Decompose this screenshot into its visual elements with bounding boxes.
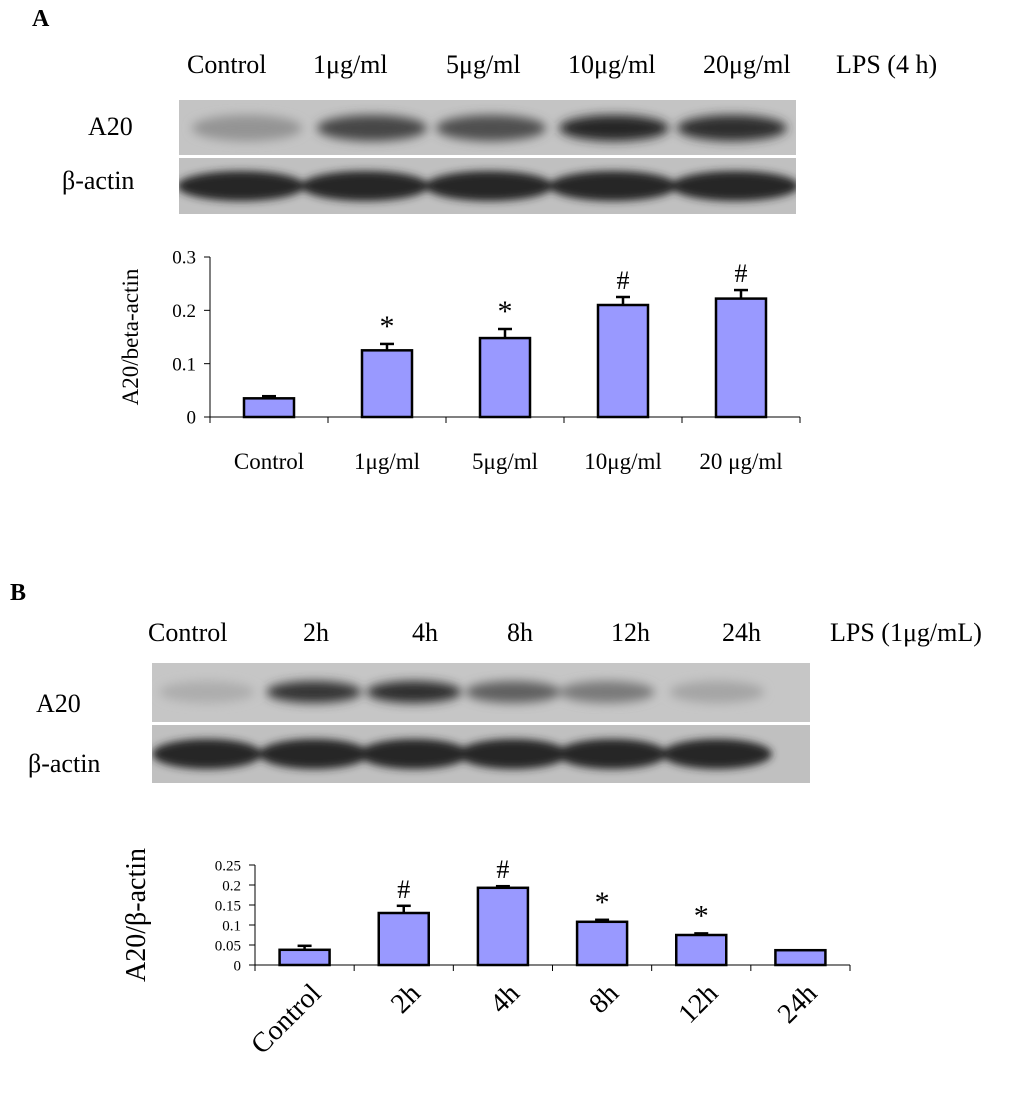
panel-a-lane-label-control: Control (187, 50, 267, 79)
panel-b-row-label-beta-actin: β-actin (28, 749, 101, 778)
panel-b-lane-label-4h: 4h (412, 618, 438, 647)
panel-b-lane-label-2h: 2h (303, 618, 329, 647)
chart-a-bar-3 (478, 336, 532, 419)
panel-a-a20-band-3 (436, 115, 546, 141)
chart-b-y-axis-label: A20/β-actin (121, 848, 152, 982)
panel-a-actin-band-1 (179, 171, 305, 201)
panel-b-actin-band-2 (259, 739, 369, 769)
chart-b-y-tick-label-3: 0.15 (215, 898, 241, 914)
panel-a-a20-band-2 (317, 115, 427, 141)
chart-a-category-label-4: 10μg/ml (584, 449, 662, 474)
chart-b-bar-3 (476, 886, 530, 967)
panel-a-lane-label-1ug: 1μg/ml (313, 50, 388, 79)
panel-b-a20-band-4 (465, 681, 561, 703)
chart-b-y-tick-label-2: 0.1 (222, 918, 241, 934)
chart-b-bar-2 (377, 911, 430, 967)
panel-a-blot-beta-actin-bands (179, 171, 796, 201)
chart-b-category-label-3: 4h (484, 978, 526, 1020)
panel-a-lane-label-10ug: 10μg/ml (568, 50, 656, 79)
chart-b-bar-1 (278, 948, 331, 967)
panel-a-lane-label-5ug: 5μg/ml (446, 50, 521, 79)
panel-b-treatment-label: LPS (1μg/mL) (830, 618, 982, 647)
chart-b-significance-4: * (595, 886, 610, 919)
chart-a-bar-2 (360, 349, 414, 419)
chart-a-category-label-3: 5μg/ml (472, 449, 538, 474)
panel-a-letter: A (32, 6, 50, 32)
chart-a-y-tick-label-3: 0.3 (172, 248, 196, 269)
panel-b-lane-label-24h: 24h (722, 618, 761, 647)
panel-b-actin-band-6 (662, 739, 772, 769)
chart-b-y-tick-label-0: 0 (234, 958, 242, 974)
panel-b-actin-band-5 (557, 739, 667, 769)
chart-b-category-label-1: Control (245, 978, 328, 1061)
panel-a-blot-beta-actin (179, 158, 796, 214)
chart-b-significance-5: * (694, 899, 709, 932)
chart-a-y-axis-label: A20/beta-actin (118, 268, 143, 405)
panel-b-blot-beta-actin (152, 725, 810, 783)
chart-a-category-label-5: 20 μg/ml (699, 449, 782, 474)
chart-b-category-label-4: 8h (583, 978, 625, 1020)
panel-a-blot-a20 (179, 100, 796, 155)
panel-b-actin-band-3 (359, 739, 469, 769)
chart-a-significance-5: # (735, 259, 748, 288)
panel-a-row-label-a20: A20 (88, 112, 133, 141)
chart-a-bar-1 (242, 397, 296, 419)
chart-b-category-label-2: 2h (385, 978, 427, 1020)
panel-a-a20-band-5 (677, 115, 787, 141)
chart-b-bar-5 (675, 933, 728, 967)
panel-b-lane-label-12h: 12h (611, 618, 650, 647)
chart-b-category-label-5: 12h (673, 978, 725, 1030)
panel-b-lane-label-control: Control (148, 618, 228, 647)
panel-a-actin-band-2 (301, 171, 429, 201)
panel-b-lane-label-8h: 8h (507, 618, 533, 647)
panel-a-treatment-label: LPS (4 h) (836, 50, 938, 79)
panel-a-row-label-beta-actin: β-actin (62, 166, 135, 195)
panel-b-bar-chart: A20/β-actin 0 0.05 0.1 0.15 0.2 0.25 Control #2h… (121, 848, 851, 1061)
chart-b-y-tick-label-4: 0.2 (222, 878, 241, 894)
panel-b-a20-band-3 (366, 681, 462, 703)
panel-b-row-label-a20: A20 (36, 689, 81, 718)
chart-b-bar-4 (575, 920, 629, 967)
panel-a-actin-band-4 (549, 171, 677, 201)
panel-a-lane-label-20ug: 20μg/ml (703, 50, 791, 79)
chart-b-significance-3: # (496, 855, 509, 884)
chart-b-significance-2: # (397, 875, 410, 904)
panel-a-actin-band-3 (425, 171, 553, 201)
chart-a-y-tick-label-2: 0.2 (172, 301, 196, 322)
panel-a-a20-band-1 (192, 115, 302, 141)
panel-b-actin-band-1 (152, 739, 262, 769)
panel-a-bar-chart: A20/beta-actin 0 0.1 0.2 0.3 Control * 1μg/ml * 5… (118, 248, 801, 474)
panel-b-actin-band-4 (458, 739, 568, 769)
chart-a-significance-2: * (380, 310, 395, 343)
chart-a-y-tick-label-1: 0.1 (172, 354, 196, 375)
panel-b-a20-band-1 (159, 681, 255, 703)
chart-a-y-tick-label-0: 0 (187, 408, 197, 429)
panel-a-a20-band-4 (559, 115, 669, 141)
chart-b-category-label-6: 24h (772, 978, 824, 1030)
chart-a-significance-3: * (498, 295, 513, 328)
chart-a-category-label-1: Control (234, 449, 304, 474)
chart-a-category-label-2: 1μg/ml (354, 449, 420, 474)
chart-b-y-tick-label-5: 0.25 (215, 858, 241, 874)
panel-b-blot-a20 (152, 663, 810, 722)
panel-b-a20-band-6 (669, 681, 765, 703)
panel-a-blot-a20-bands (192, 115, 787, 141)
panel-b-blot-a20-bands (159, 681, 765, 703)
panel-b-a20-band-2 (266, 681, 362, 703)
chart-b-y-tick-label-1: 0.05 (215, 938, 241, 954)
panel-b-letter: B (10, 580, 27, 606)
panel-a-actin-band-5 (671, 171, 796, 201)
chart-b-bar-6 (774, 948, 827, 967)
chart-a-bar-4 (596, 303, 650, 419)
panel-b-a20-band-5 (559, 681, 655, 703)
chart-a-significance-4: # (617, 266, 630, 295)
panel-b-blot-beta-actin-bands (152, 739, 772, 769)
chart-a-bar-5 (714, 297, 768, 419)
